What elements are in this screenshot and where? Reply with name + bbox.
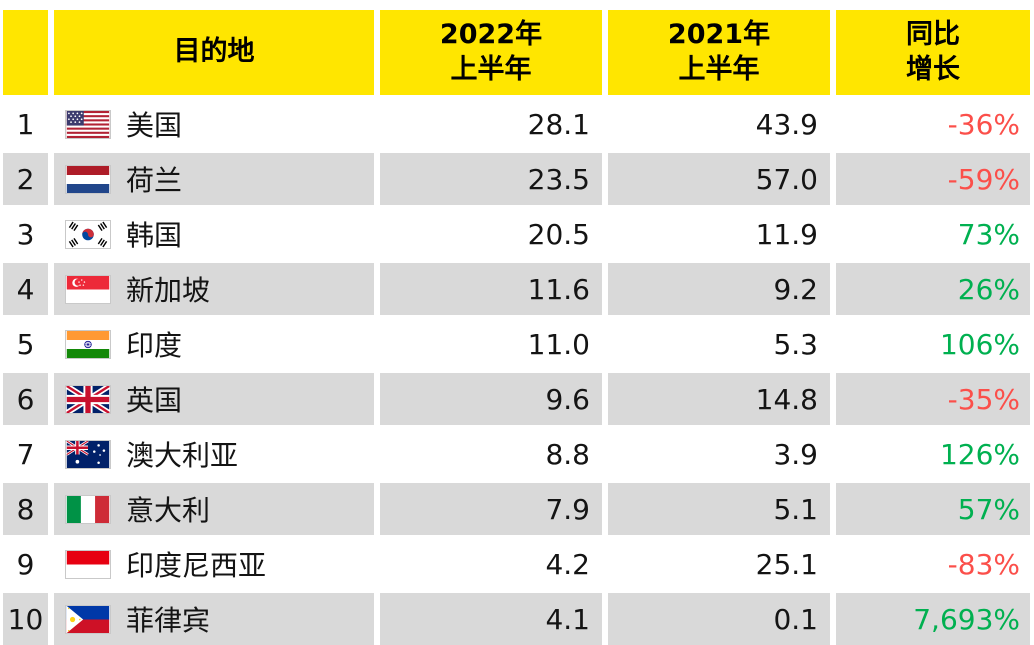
destination-cell: 韩国 [54,208,374,260]
value-2021-cell: 11.9 [755,217,818,251]
rank-cell: 3 [16,217,35,251]
india-flag-icon [65,329,111,359]
value-2022-cell: 20.5 [527,217,590,251]
value-2021-cell: 57.0 [608,153,830,205]
destination-cell: 新加坡 [54,263,374,315]
header-2022-h1: 2022年 上半年 [380,10,602,95]
destination-name: 澳大利亚 [126,439,239,472]
value-2021-cell: 3.9 [773,437,818,471]
value-2021-cell: 5.3 [773,327,818,361]
value-2021-cell: 14.8 [608,373,830,425]
value-2022-cell: 11.0 [527,327,590,361]
destination-name: 印度尼西亚 [126,549,267,582]
growth-cell: -36% [947,107,1020,141]
rank-cell: 4 [3,263,48,315]
destination-cell: 意大利 [54,483,374,535]
destination-name: 意大利 [126,494,211,527]
usa-flag-icon [65,109,111,139]
destination-name: 美国 [126,109,183,142]
header-rank [3,10,48,95]
growth-cell: 126% [939,437,1020,471]
growth-cell: -59% [836,153,1030,205]
value-2022-cell: 9.6 [380,373,602,425]
growth-cell: -83% [947,547,1020,581]
value-2022-cell: 4.1 [380,593,602,645]
destination-name: 新加坡 [126,274,211,307]
value-2021-cell: 5.1 [608,483,830,535]
rank-cell: 10 [3,593,48,645]
south-korea-flag-icon [65,219,111,249]
rank-cell: 1 [16,107,35,141]
destination-cell: 荷兰 [54,153,374,205]
header-line: 增长 [906,53,960,85]
value-2022-cell: 11.6 [380,263,602,315]
value-2021-cell: 0.1 [608,593,830,645]
value-2022-cell: 28.1 [527,107,590,141]
rank-cell: 5 [16,327,35,361]
value-2021-cell: 43.9 [755,107,818,141]
growth-cell: 57% [836,483,1030,535]
uk-flag-icon [65,384,111,414]
destination-cell: 印度 [54,318,374,370]
value-2022-cell: 7.9 [380,483,602,535]
value-2022-cell: 8.8 [545,437,590,471]
header-line: 2022年 [439,18,543,50]
destination-name: 菲律宾 [126,604,211,637]
australia-flag-icon [65,439,111,469]
value-2022-cell: 4.2 [545,547,590,581]
value-2021-cell: 9.2 [608,263,830,315]
destination-cell: 英国 [54,373,374,425]
value-2022-cell: 23.5 [380,153,602,205]
destination-name: 荷兰 [126,164,183,197]
header-line: 2021年 [667,18,771,50]
header-destination: 目的地 [54,10,374,95]
header-2021-h1: 2021年 上半年 [608,10,830,95]
destination-cell: 菲律宾 [54,593,374,645]
rank-cell: 8 [3,483,48,535]
rank-cell: 7 [16,437,35,471]
netherlands-flag-icon [65,164,111,194]
header-line: 上半年 [450,53,532,85]
header-line: 上半年 [678,53,760,85]
destination-cell: 印度尼西亚 [54,538,374,590]
growth-cell: 7,693% [836,593,1030,645]
rank-cell: 6 [3,373,48,425]
header-line: 同比 [906,18,960,50]
destination-name: 英国 [126,384,183,417]
rank-cell: 2 [3,153,48,205]
destination-cell: 澳大利亚 [54,428,374,480]
growth-cell: 26% [836,263,1030,315]
growth-cell: 73% [957,217,1020,251]
indonesia-flag-icon [65,549,111,579]
destination-name: 印度 [126,329,183,362]
singapore-flag-icon [65,274,111,304]
growth-cell: 106% [939,327,1020,361]
destination-name: 韩国 [126,219,183,252]
philippines-flag-icon [65,604,111,634]
destination-cell: 美国 [54,98,374,150]
value-2021-cell: 25.1 [755,547,818,581]
italy-flag-icon [65,494,111,524]
header-yoy-growth: 同比 增长 [836,10,1030,95]
growth-cell: -35% [836,373,1030,425]
rank-cell: 9 [16,547,35,581]
